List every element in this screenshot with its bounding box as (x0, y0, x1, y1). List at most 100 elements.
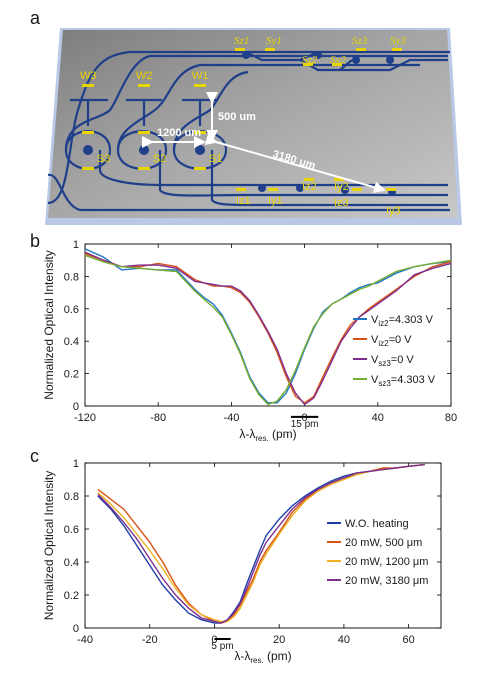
label-s1: S1 (209, 153, 222, 165)
y-tick-label: 0.2 (64, 369, 79, 381)
x-axis-label-sub: res. (250, 656, 263, 665)
chart-b: -120 -80 -40 0 40 80 0 0.2 0.4 0.6 0.8 1 λ-λres. (pm… (42, 239, 457, 443)
label-w1: W1 (192, 70, 209, 82)
x-axis-label-sub: res. (255, 434, 268, 443)
y-tick-label: 0 (73, 623, 79, 635)
legend-label-3: Vsz3=4.303 V (371, 374, 436, 388)
label-iz1: Iz1 (236, 195, 251, 207)
label-iz3: Iz3 (334, 197, 349, 209)
label-sy2: Sy2 (330, 54, 346, 66)
y-tick-label: 0.8 (64, 491, 79, 503)
label-sz3: Sz3 (352, 35, 368, 47)
x-axis-label: λ-λres. (pm) (234, 649, 291, 665)
y-tick-label: 0.4 (64, 557, 79, 569)
legend-label-main: V (371, 314, 379, 326)
x-tick-label: 80 (445, 412, 457, 424)
label-sz1: Sz1 (234, 35, 249, 47)
plot-frame (84, 243, 452, 407)
y-tick-label: 0.2 (64, 590, 79, 602)
legend-label-3: 20 mW, 3180 μm (345, 575, 428, 587)
x-tick-label: 0 (302, 412, 308, 424)
x-tick-label: 0 (211, 634, 217, 646)
heater-pads (82, 48, 402, 191)
legend-label-2: Vsz3=0 V (371, 354, 414, 368)
y-tick-label: 0.6 (64, 304, 79, 316)
label-iy3: Iy3 (386, 205, 401, 217)
y-tick-label: 1 (73, 458, 79, 470)
scale-bar-label: 15 pm (291, 419, 319, 430)
legend-label-1: Viz2=0 V (371, 334, 412, 348)
panel-a: a (30, 8, 462, 225)
legend-label-main: V (371, 374, 379, 386)
x-tick-label: 60 (403, 634, 415, 646)
label-w2: W2 (136, 70, 153, 82)
legend-label-main: V (371, 354, 379, 366)
legend-label-val: =4.303 V (391, 374, 436, 386)
y-axis-label: Normalized Optical Intensity (42, 471, 56, 620)
panel-b-label: b (30, 231, 40, 251)
panel-c-label: c (30, 446, 39, 466)
dimension-arrows (142, 92, 386, 194)
label-iy1: Iy1 (268, 195, 283, 207)
x-tick-label: 40 (338, 634, 350, 646)
legend-label-0: W.O. heating (345, 518, 409, 530)
y-tick-label: 0 (73, 401, 79, 413)
x-tick-label: 40 (372, 412, 384, 424)
label-sy3: Sy3 (390, 35, 406, 47)
label-sy1: Sy1 (266, 35, 282, 47)
x-tick-label: 20 (273, 634, 285, 646)
series-line-1 (84, 253, 452, 404)
chip-image: Sz1 Sy1 Sz2 Sy2 Sz3 Sy3 Iz1 Iy1 Iz2 Iy2 … (45, 28, 462, 225)
label-sz2: Sz2 (302, 54, 318, 66)
x-axis-label-main: λ-λ (234, 649, 250, 663)
x-tick-label: -40 (223, 412, 239, 424)
legend-label-1: 20 mW, 500 μm (345, 537, 422, 549)
legend-label-2: 20 mW, 1200 μm (345, 556, 428, 568)
legend-label-val: =0 V (391, 354, 415, 366)
legend-label-val: =0 V (389, 334, 413, 346)
heater-labels: W3 W2 W1 (80, 70, 209, 82)
x-axis-label-unit: (pm) (264, 649, 292, 663)
legend-label-sub: sz3 (378, 359, 391, 368)
series-line-0 (84, 248, 452, 404)
panel-a-label: a (30, 8, 41, 28)
y-tick-label: 0.4 (64, 336, 79, 348)
legend-label-sub: sz3 (378, 379, 391, 388)
waveguides (47, 50, 450, 212)
panel-c: c -40 -20 0 20 40 60 0 0.2 0.4 0.6 0.8 1 λ-λres. (pm… (30, 446, 442, 665)
scale-bar-label: 5 pm (211, 641, 233, 652)
chip-labels-top: Sz1 Sy1 Sz2 Sy2 Sz3 Sy3 (234, 35, 406, 66)
legend-label-sub: iz2 (378, 319, 389, 328)
legend-label-val: =4.303 V (389, 314, 434, 326)
x-tick-label: -20 (142, 634, 158, 646)
y-axis-label: Normalized Optical Intensity (42, 250, 56, 399)
legend-label-0: Viz2=4.303 V (371, 314, 434, 328)
series-line-3 (97, 463, 425, 624)
series-line-2 (84, 251, 452, 406)
x-axis-label-main: λ-λ (239, 427, 255, 441)
plot-frame (84, 462, 442, 629)
x-tick-label: -40 (77, 634, 93, 646)
legend-label-sub: iz2 (378, 339, 389, 348)
x-tick-label: -80 (150, 412, 166, 424)
label-w3: W3 (80, 70, 97, 82)
label-500um: 500 um (218, 111, 256, 123)
series-line-3 (84, 254, 452, 406)
panel-b: b -120 -80 -40 0 40 80 0 0.2 0.4 0.6 0.8 1 λ-λres. (… (30, 231, 457, 443)
label-iz2: Iz2 (302, 181, 317, 193)
label-s2: S2 (153, 153, 166, 165)
chart-c: -40 -20 0 20 40 60 0 0.2 0.4 0.6 0.8 1 λ-λres. (pm) N… (42, 458, 442, 665)
x-axis-label-unit: (pm) (269, 427, 297, 441)
legend-label-main: V (371, 334, 379, 346)
x-axis-label: λ-λres. (pm) (239, 427, 296, 443)
arrow-3180um (204, 133, 386, 194)
series-line-2 (97, 463, 425, 623)
label-iy2: Iy2 (334, 181, 349, 193)
y-tick-label: 1 (73, 239, 79, 251)
y-tick-label: 0.6 (64, 524, 79, 536)
x-tick-label: -120 (74, 412, 96, 424)
y-tick-label: 0.8 (64, 271, 79, 283)
label-s3: S3 (97, 153, 110, 165)
label-1200um: 1200 um (157, 127, 201, 139)
